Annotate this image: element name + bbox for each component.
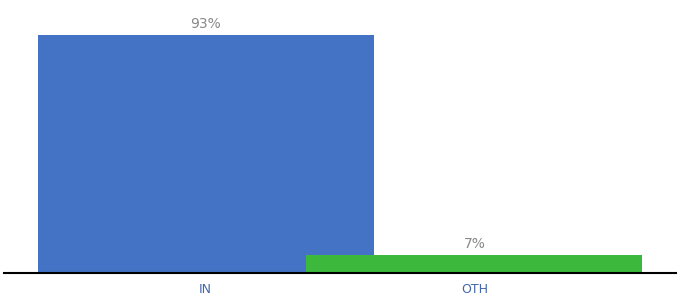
Text: 7%: 7% bbox=[463, 237, 486, 251]
Bar bbox=[307, 255, 642, 273]
Bar bbox=[38, 35, 373, 273]
Text: 93%: 93% bbox=[190, 17, 221, 31]
